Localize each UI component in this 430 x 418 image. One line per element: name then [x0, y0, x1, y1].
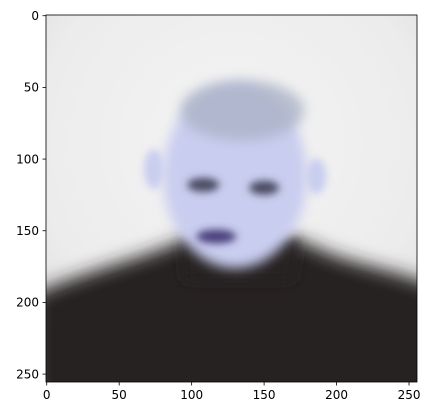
- y-tick-label: 150: [16, 224, 39, 238]
- y-tick-label: 50: [24, 81, 39, 95]
- axes-frame: [45, 14, 418, 383]
- y-axis: 0 50 100 150 200 250: [16, 9, 46, 381]
- sweater: [46, 242, 417, 382]
- image-content: [46, 15, 417, 382]
- x-tick-label: 100: [180, 388, 203, 402]
- x-tick-label: 0: [43, 388, 51, 402]
- x-tick-label: 50: [112, 388, 127, 402]
- lips: [196, 229, 237, 244]
- y-tick-label: 0: [31, 9, 39, 23]
- x-tick-label: 250: [398, 388, 421, 402]
- x-tick-label: 200: [325, 388, 348, 402]
- y-tick-label: 200: [16, 296, 39, 310]
- portrait: [46, 80, 417, 382]
- x-tick-label: 150: [253, 388, 276, 402]
- plot-area: 0 50 100 150 200 250 0 50 100 150 200 250: [16, 9, 421, 402]
- left-ear: [143, 149, 164, 190]
- right-eye: [249, 180, 280, 195]
- hair: [180, 80, 305, 141]
- y-tick-label: 250: [16, 367, 39, 381]
- right-ear: [306, 158, 327, 195]
- y-tick-label: 100: [16, 152, 39, 166]
- left-eye: [187, 177, 220, 192]
- x-axis: 0 50 100 150 200 250: [43, 382, 421, 402]
